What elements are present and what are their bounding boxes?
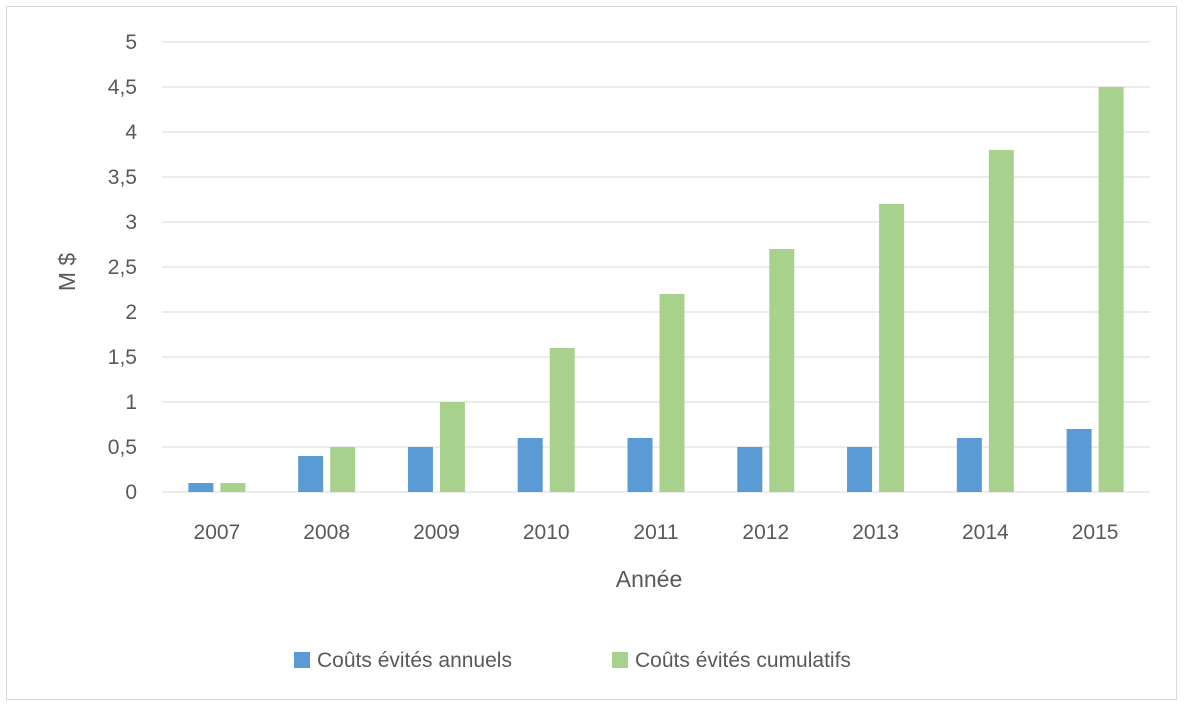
x-tick-label: 2013 [852, 521, 899, 544]
y-tick-label: 3 [125, 211, 137, 234]
bar-annual-2010 [517, 438, 543, 492]
y-tick-label: 1,5 [108, 346, 137, 369]
x-tick-label: 2008 [303, 521, 350, 544]
bar-cumulative-2007 [220, 483, 246, 492]
bar-annual-2015 [1066, 429, 1092, 492]
bar-cumulative-2010 [549, 348, 575, 492]
bar-annual-2013 [847, 447, 873, 492]
x-tick-labels: 2007 2008 2009 2010 2011 2012 2013 2014 2015 [194, 521, 1119, 544]
bar-cumulative-2009 [439, 402, 465, 492]
y-tick-label: 2 [125, 301, 137, 324]
y-tick-label: 5 [125, 31, 137, 54]
x-axis-title: Année [616, 566, 683, 592]
y-tick-label: 0,5 [108, 436, 137, 459]
y-tick-label: 1 [125, 391, 137, 414]
bar-cumulative-2014 [988, 150, 1014, 492]
legend-label-annual: Coûts évités annuels [317, 649, 512, 672]
bar-cumulative-2013 [879, 204, 905, 492]
y-axis-title: M $ [54, 253, 80, 292]
y-tick-label: 0 [125, 481, 137, 504]
x-tick-label: 2007 [194, 521, 241, 544]
bar-chart: 00,511,522,533,544,55 2007 2008 2009 2010 20… [54, 31, 1150, 672]
bars [188, 87, 1124, 492]
y-tick-label: 4 [125, 121, 137, 144]
y-tick-label: 3,5 [108, 166, 137, 189]
y-tick-label: 4,5 [108, 76, 137, 99]
x-tick-label: 2009 [413, 521, 460, 544]
bar-cumulative-2011 [659, 294, 685, 492]
gridlines [162, 41, 1150, 493]
legend-swatch-cumulative [612, 652, 628, 668]
legend: Coûts évités annuels Coûts évités cumulat… [294, 649, 851, 672]
bar-cumulative-2012 [769, 249, 795, 492]
bar-annual-2012 [737, 447, 763, 492]
x-tick-label: 2011 [633, 521, 678, 544]
bar-annual-2009 [407, 447, 433, 492]
x-tick-label: 2012 [742, 521, 789, 544]
bar-cumulative-2008 [330, 447, 356, 492]
y-tick-label: 2,5 [108, 256, 137, 279]
x-tick-label: 2015 [1072, 521, 1119, 544]
chart-frame: 0 0,5 1 1,5 2 2,5 3 3,5 4 4,5 5 2007 2008 2009 2010 20… [6, 6, 1177, 700]
bar-cumulative-2015 [1098, 87, 1124, 492]
legend-swatch-annual [294, 652, 310, 668]
bar-annual-2011 [627, 438, 653, 492]
bar-annual-2007 [188, 483, 214, 492]
bar-annual-2014 [956, 438, 982, 492]
y-tick-labels: 0 0,5 1 1,5 2 2,5 3 3,5 4 4,5 5 [108, 31, 138, 504]
legend-label-cumulative: Coûts évités cumulatifs [635, 649, 851, 672]
x-tick-label: 2014 [962, 521, 1009, 544]
bar-annual-2008 [298, 456, 324, 492]
x-tick-label: 2010 [523, 521, 570, 544]
